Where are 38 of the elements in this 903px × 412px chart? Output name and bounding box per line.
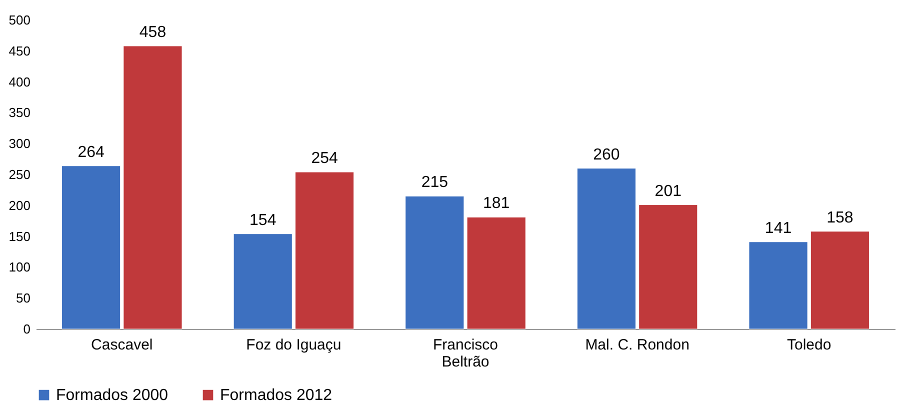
x-tick-label: Foz do Iguaçu	[246, 336, 342, 354]
bar	[62, 166, 121, 330]
data-label: 158	[826, 209, 854, 226]
bar	[233, 234, 292, 330]
y-tick-label: 0	[23, 322, 30, 336]
x-tick-label: Francisco Beltrão	[432, 336, 498, 370]
bar	[638, 204, 698, 330]
data-label: 141	[764, 220, 792, 237]
x-tick-label: Toledo	[787, 336, 832, 354]
data-label: 458	[139, 24, 166, 41]
x-tick-label: Cascavel	[91, 336, 153, 354]
bar	[123, 46, 182, 330]
y-tick-label: 350	[8, 105, 30, 120]
y-tick-label: 500	[8, 12, 30, 28]
bar	[810, 231, 870, 330]
legend-label: Formados 2000	[56, 387, 168, 404]
bar	[748, 242, 808, 330]
y-tick-label: 300	[8, 136, 30, 152]
y-tick-label: 400	[8, 74, 30, 90]
data-label: 260	[593, 146, 620, 164]
data-label: 264	[78, 144, 105, 161]
x-tick-label: Mal. C. Rondon	[585, 336, 690, 354]
y-tick-label: 450	[8, 43, 30, 58]
data-label: 254	[311, 150, 338, 168]
bar	[294, 172, 354, 330]
legend-label: Formados 2012	[220, 387, 332, 404]
data-label: 215	[421, 174, 448, 192]
data-label: 201	[654, 182, 682, 200]
y-tick-label: 200	[8, 198, 30, 213]
bar	[466, 216, 526, 330]
data-label: 154	[250, 212, 276, 229]
y-tick-label: 150	[8, 228, 30, 244]
bar	[405, 196, 464, 330]
y-tick-label: 250	[8, 167, 30, 182]
y-tick-label: 50	[16, 290, 30, 306]
data-label: 181	[482, 195, 510, 212]
bar	[576, 168, 636, 330]
y-tick-label: 100	[8, 260, 30, 275]
